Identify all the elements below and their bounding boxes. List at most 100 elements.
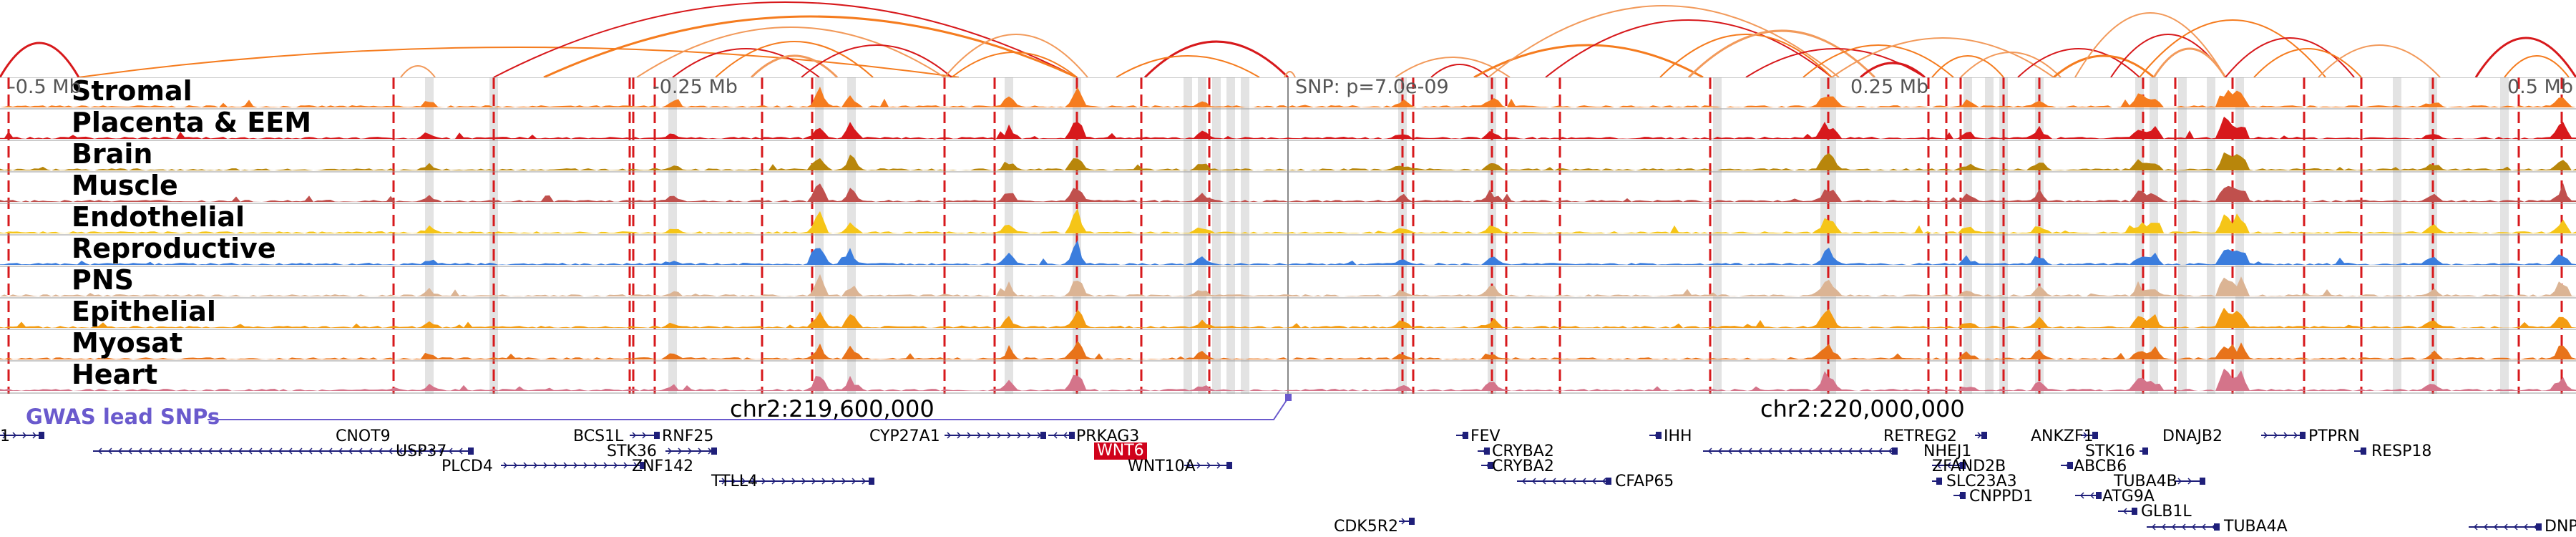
exon-block (869, 478, 874, 485)
strand-arrow (2122, 508, 2127, 515)
strand-arrow (1206, 462, 1211, 469)
gene-label-cyp27a1[interactable]: CYP27A1 (869, 427, 940, 445)
track-label-epithelial: Epithelial (72, 296, 216, 327)
gene-label-bcs1l[interactable]: BCS1L (573, 427, 624, 445)
gwas-snp-marker[interactable] (1285, 394, 1292, 401)
strand-arrow (448, 448, 453, 455)
peak-highlight-band (2393, 77, 2401, 394)
track-label-pns: PNS (72, 264, 135, 296)
strand-arrow (801, 478, 806, 485)
gene-label-wnt6[interactable]: WNT6 (1094, 442, 1147, 460)
strand-arrow (987, 432, 992, 439)
gene-label-cryba2[interactable]: CRYBA2 (1492, 442, 1554, 460)
gene-label-cdk5r2[interactable]: CDK5R2 (1334, 518, 1399, 536)
gene-label-edge[interactable]: 1 (0, 427, 10, 445)
chromatin-loop-arc (1116, 55, 1260, 77)
strand-arrow (137, 448, 142, 455)
strand-arrow (2503, 523, 2508, 531)
exon-block (1960, 462, 1966, 469)
gene-label-usp37[interactable]: USP37 (396, 442, 447, 460)
strand-arrow (563, 462, 568, 469)
strand-arrow (1737, 448, 1742, 455)
peak-highlight-band (2135, 77, 2144, 394)
gene-label-ihh[interactable]: IHH (1664, 427, 1692, 445)
strand-arrow (258, 448, 263, 455)
strand-arrow (513, 462, 518, 469)
strand-arrow (1216, 462, 1221, 469)
gene-label-abcb6[interactable]: ABCB6 (2074, 458, 2127, 475)
strand-arrow (127, 448, 132, 455)
gene-label-wnt10a[interactable]: WNT10A (1128, 458, 1196, 475)
gene-label-zfand2b[interactable]: ZFAND2B (1932, 458, 2006, 475)
strand-arrow (228, 448, 233, 455)
chromatin-loop-arc (2253, 48, 2362, 77)
chromatin-loop-arc (1545, 19, 1833, 77)
chromosome-position-label: chr2:219,600,000 (730, 395, 935, 422)
peak-highlight-band (1963, 77, 1972, 394)
strand-arrow (2171, 523, 2176, 531)
peak-highlight-band (1005, 77, 1013, 394)
strand-arrow (2263, 432, 2268, 439)
strand-arrow (2493, 523, 2498, 531)
strand-arrow (1531, 478, 1536, 485)
strand-arrow (1571, 478, 1576, 485)
gene-label-nhej1[interactable]: NHEJ1 (1923, 442, 1972, 460)
strand-arrow (1946, 462, 1951, 469)
gene-label-glb1l[interactable]: GLB1L (2141, 503, 2192, 521)
coord-tick-plus-025mb: 0.25 Mb (1850, 76, 1929, 98)
track-label-reproductive: Reproductive (72, 233, 276, 264)
strand-arrow (533, 462, 538, 469)
gene-label-stk36[interactable]: STK36 (607, 442, 657, 460)
gene-label-atg9a[interactable]: ATG9A (2102, 488, 2155, 505)
strand-arrow (328, 448, 333, 455)
strand-arrow (388, 448, 393, 455)
exon-block (1936, 478, 1942, 485)
gene-label-fev[interactable]: FEV (1470, 427, 1501, 445)
gwas-snp-track-label: GWAS lead SNPs (26, 405, 220, 429)
chromatin-loop-arc (1831, 37, 2054, 77)
exon-block (1226, 462, 1232, 469)
gene-label-cryba2[interactable]: CRYBA2 (1492, 458, 1554, 475)
gene-label-dnpep[interactable]: DNPEP (2545, 518, 2576, 536)
exon-block (2067, 462, 2073, 469)
gene-label-znf142[interactable]: ZNF142 (632, 458, 694, 475)
gene-label-resp18[interactable]: RESP18 (2371, 442, 2432, 460)
exon-block (39, 432, 44, 439)
gene-label-rnf25[interactable]: RNF25 (662, 427, 714, 445)
strand-arrow (1858, 448, 1863, 455)
chromatin-loop-arc (750, 54, 839, 77)
gene-label-plcd4[interactable]: PLCD4 (441, 458, 493, 475)
signal-coverage (0, 152, 2576, 170)
gene-label-dnajb2[interactable]: DNAJB2 (2162, 427, 2223, 445)
gene-label-ttll4[interactable]: TTLL4 (711, 473, 758, 490)
strand-arrow (1027, 432, 1032, 439)
strand-arrow (642, 432, 647, 439)
gene-label-retreg2[interactable]: RETREG2 (1883, 427, 1957, 445)
gene-label-stk16[interactable]: STK16 (2085, 442, 2135, 460)
chromatin-loop-arc (543, 15, 1078, 77)
peak-highlight-band (1212, 77, 1221, 394)
coord-snp-pvalue: SNP: p=7.0e-09 (1295, 76, 1449, 98)
exon-block (711, 448, 717, 455)
gene-label-cnot9[interactable]: CNOT9 (336, 427, 391, 445)
gene-label-slc23a3[interactable]: SLC23A3 (1946, 473, 2017, 490)
strand-arrow (678, 448, 683, 455)
strand-arrow (1848, 448, 1853, 455)
strand-arrow (418, 448, 423, 455)
chromatin-loop-arc (2074, 12, 2226, 77)
gene-label-prkag3[interactable]: PRKAG3 (1076, 427, 1140, 445)
strand-arrow (2083, 432, 2088, 439)
gene-label-cfap65[interactable]: CFAP65 (1615, 473, 1674, 490)
chromatin-loop-arc (1473, 44, 1704, 77)
strand-arrow (1727, 448, 1732, 455)
gene-label-cnppd1[interactable]: CNPPD1 (1969, 488, 2034, 505)
gene-label-tuba4a[interactable]: TUBA4A (2224, 518, 2288, 536)
coord-tick-minus-05mb: -0.5 Mb (9, 76, 82, 98)
strand-arrow (338, 448, 343, 455)
gene-label-ankzf1[interactable]: ANKZF1 (2031, 427, 2094, 445)
gene-label-tuba4b[interactable]: TUBA4B (2114, 473, 2177, 490)
chromatin-loop-arc (2017, 48, 2140, 77)
gene-label-ptprn[interactable]: PTPRN (2308, 427, 2360, 445)
strand-arrow (268, 448, 273, 455)
chromatin-loop-arc (672, 48, 820, 77)
